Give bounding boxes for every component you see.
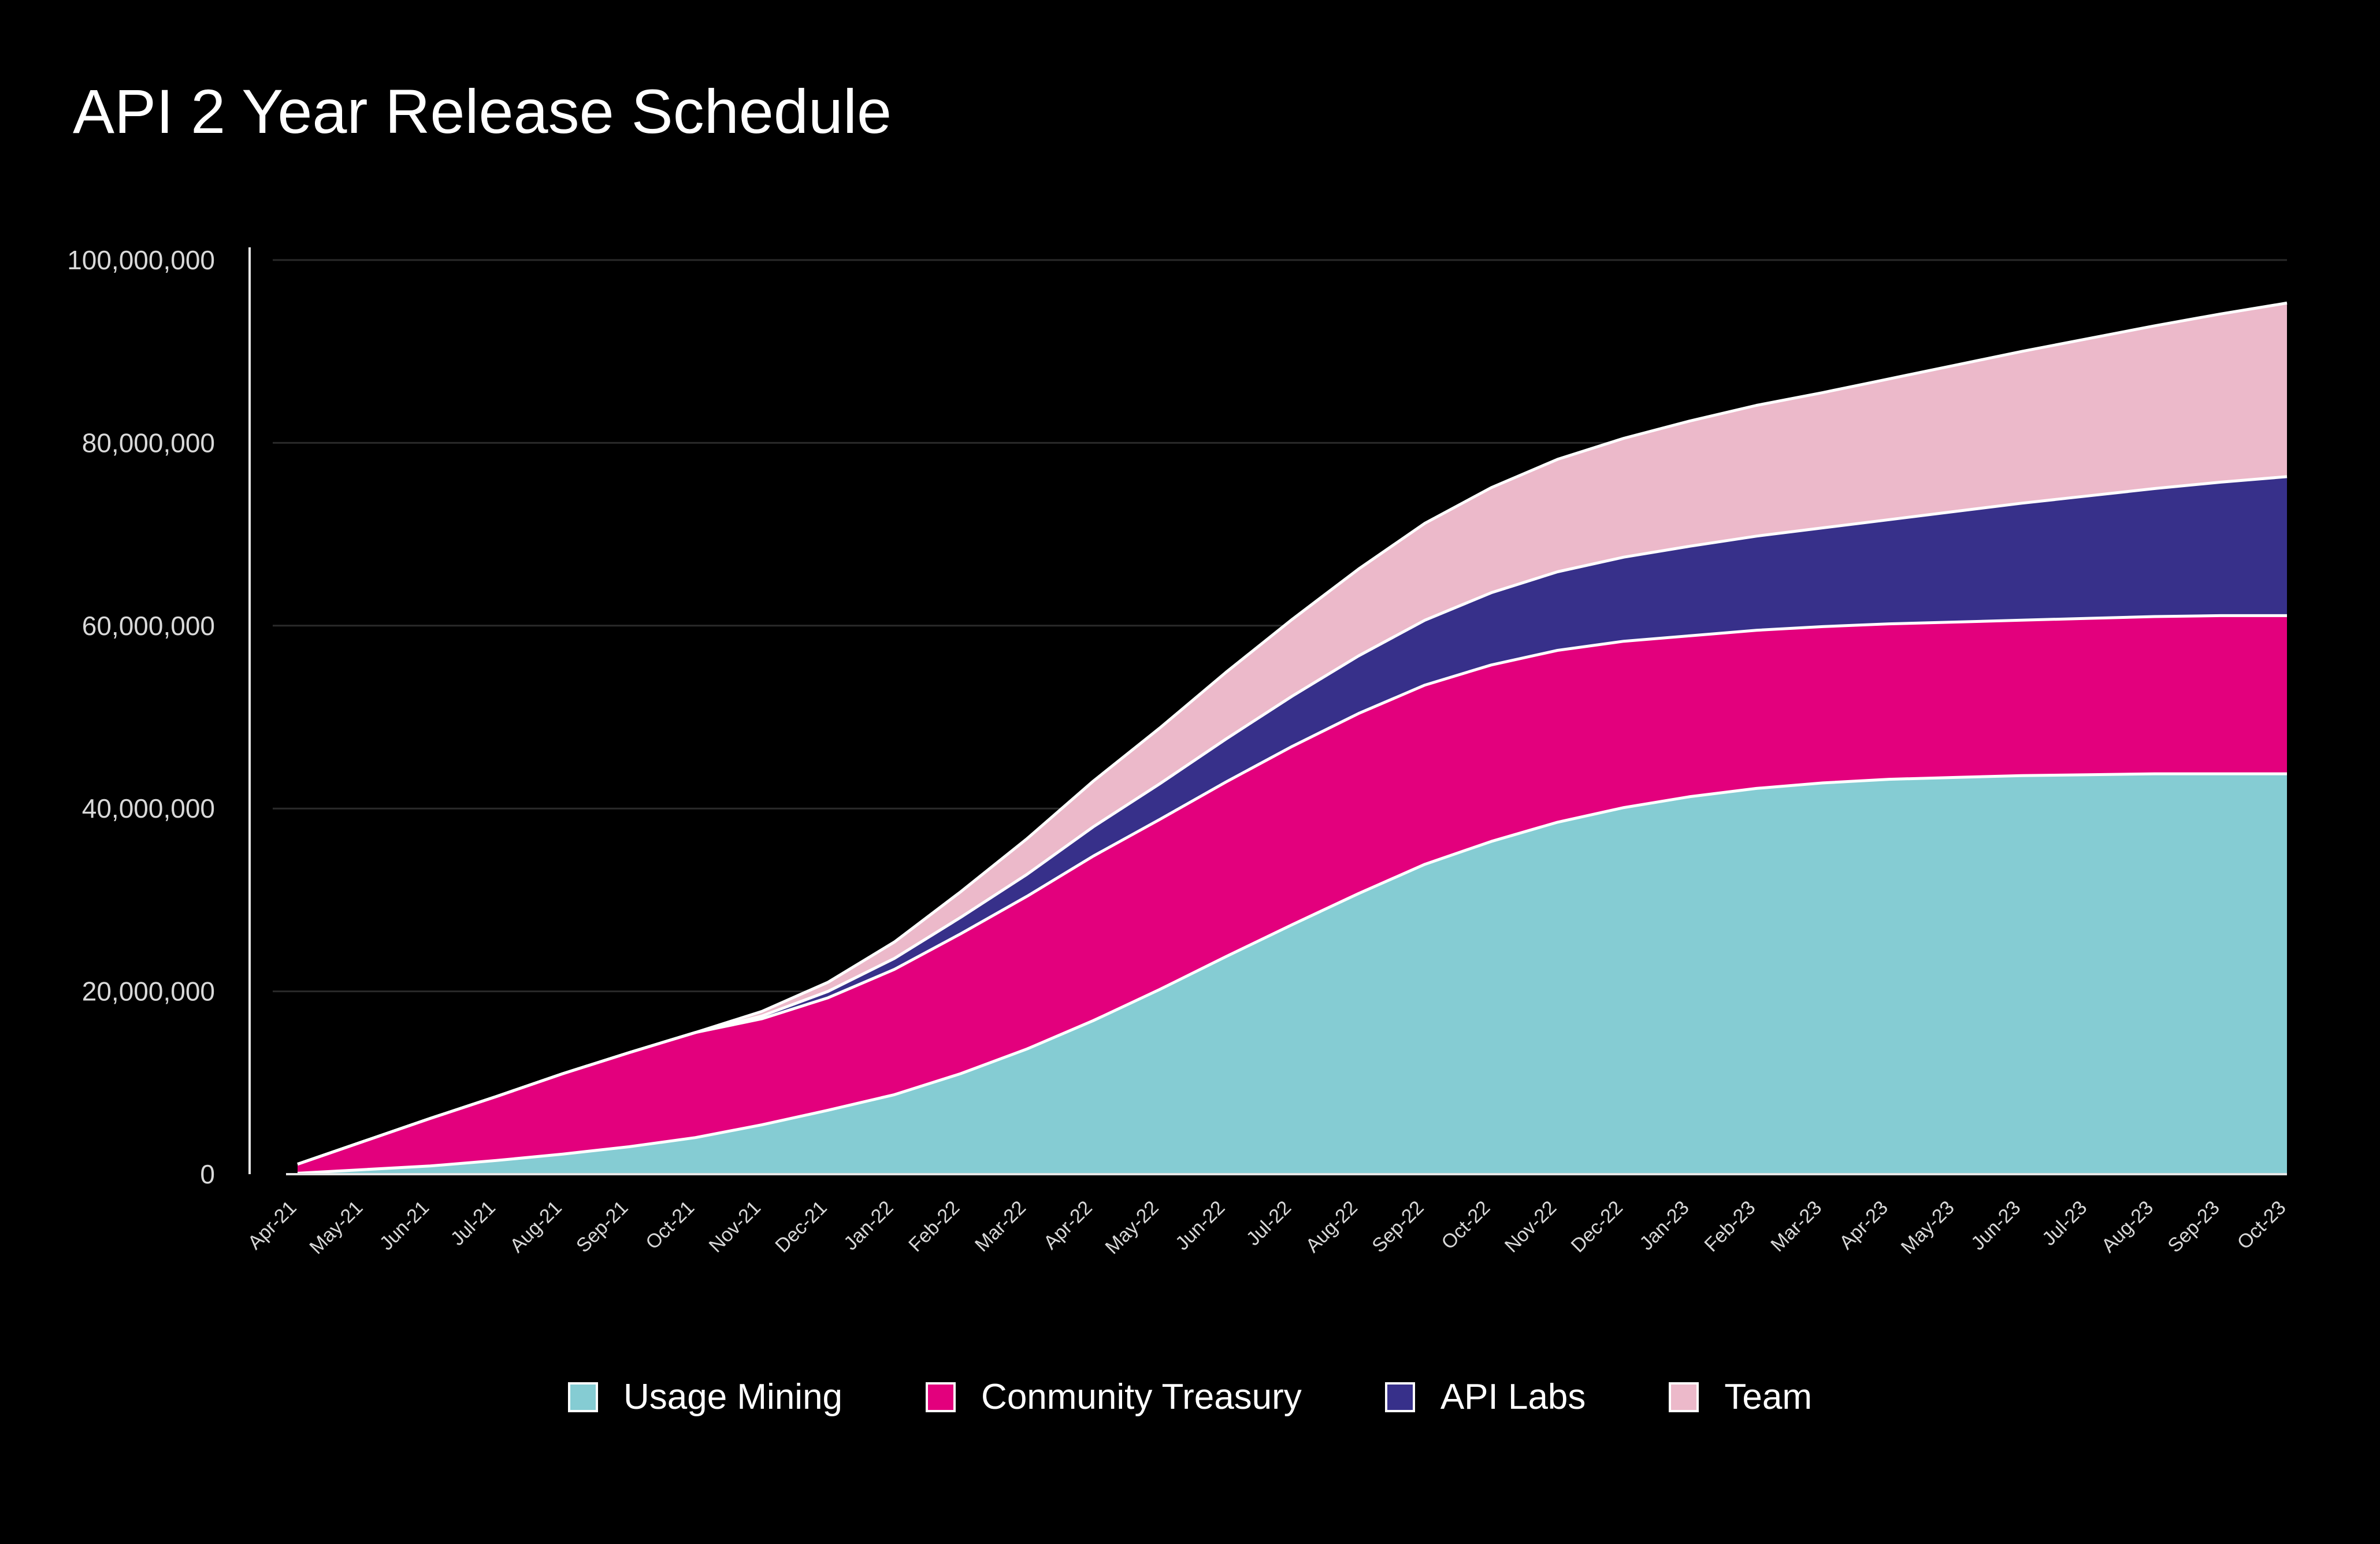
x-tick-label: Feb-22 — [904, 1197, 964, 1256]
x-tick-label: Apr-22 — [1039, 1197, 1097, 1254]
legend-item: Usage Mining — [567, 1376, 843, 1417]
x-tick-label: Sep-22 — [1368, 1197, 1428, 1257]
axes — [248, 247, 2287, 1175]
x-tick-label: May-23 — [1897, 1197, 1959, 1259]
legend-swatch — [1384, 1382, 1415, 1412]
legend-item: API Labs — [1384, 1376, 1586, 1417]
y-tick-label: 40,000,000 — [82, 793, 215, 823]
x-tick-label: Apr-21 — [244, 1197, 301, 1254]
legend-swatch — [567, 1382, 598, 1412]
x-tick-label: Mar-22 — [971, 1197, 1030, 1256]
x-tick-label: Dec-22 — [1567, 1197, 1627, 1257]
area-series-api-labs — [298, 476, 2287, 1164]
x-tick-label: Jan-22 — [840, 1197, 897, 1254]
area-series-usage-mining — [298, 774, 2287, 1174]
legend-swatch — [926, 1382, 956, 1412]
series-line-team — [297, 301, 2288, 1166]
y-tick-label: 100,000,000 — [67, 245, 215, 275]
x-tick-label: Feb-23 — [1700, 1197, 1759, 1256]
legend: Usage Mining Conmunity Treasury API Labs Te… — [0, 1376, 2380, 1417]
x-tick-label: Jul-21 — [447, 1197, 500, 1250]
y-tick-label: 0 — [200, 1159, 215, 1189]
area-series-team — [298, 303, 2287, 1164]
x-tick-label: Sep-21 — [572, 1197, 632, 1257]
y-tick-label: 20,000,000 — [82, 977, 215, 1007]
legend-item: Team — [1669, 1376, 1812, 1417]
x-tick-label: Sep-23 — [2163, 1197, 2223, 1257]
y-axis-tick-labels: 0 20,000,000 40,000,000 60,000,000 80,000,00… — [67, 245, 215, 1189]
x-tick-label: Jun-21 — [376, 1197, 433, 1254]
legend-label: Usage Mining — [623, 1377, 843, 1417]
legend-item: Conmunity Treasury — [926, 1376, 1302, 1417]
legend-label: Conmunity Treasury — [981, 1377, 1302, 1417]
x-tick-label: Dec-21 — [771, 1197, 831, 1257]
area-series-conmunity-treasury — [298, 615, 2287, 1174]
x-tick-label: Nov-21 — [705, 1197, 765, 1257]
x-tick-label: Aug-22 — [1302, 1197, 1362, 1257]
x-tick-label: Jul-23 — [2038, 1197, 2091, 1250]
x-tick-label: Oct-23 — [2233, 1197, 2290, 1254]
legend-swatch — [1669, 1382, 1699, 1412]
x-tick-label: Oct-22 — [1437, 1197, 1494, 1254]
x-tick-label: Jun-23 — [1967, 1197, 2025, 1254]
stacked-areas — [297, 301, 2288, 1175]
x-tick-label: May-21 — [305, 1197, 367, 1259]
y-tick-label: 60,000,000 — [82, 611, 215, 641]
x-tick-label: Aug-23 — [2097, 1197, 2158, 1257]
x-tick-label: Jan-23 — [1635, 1197, 1693, 1254]
chart-title: API 2 Year Release Schedule — [73, 76, 892, 146]
x-tick-label: Nov-22 — [1501, 1197, 1561, 1257]
x-tick-label: Oct-21 — [641, 1197, 699, 1254]
legend-label: Team — [1724, 1377, 1813, 1417]
x-tick-label: Apr-23 — [1835, 1197, 1892, 1254]
x-tick-label: Aug-21 — [506, 1197, 566, 1257]
x-tick-label: Jul-22 — [1242, 1197, 1295, 1250]
x-axis-tick-labels: Apr-21 May-21 Jun-21 Jul-21 Aug-21 Sep-21 Oct-… — [244, 1197, 2290, 1259]
y-tick-label: 80,000,000 — [82, 428, 215, 458]
legend-label: API Labs — [1440, 1377, 1586, 1417]
x-tick-label: Mar-23 — [1766, 1197, 1826, 1256]
x-tick-label: Jun-22 — [1171, 1197, 1229, 1254]
x-tick-label: May-22 — [1101, 1197, 1163, 1259]
series-line-usage-mining — [297, 772, 2287, 1175]
